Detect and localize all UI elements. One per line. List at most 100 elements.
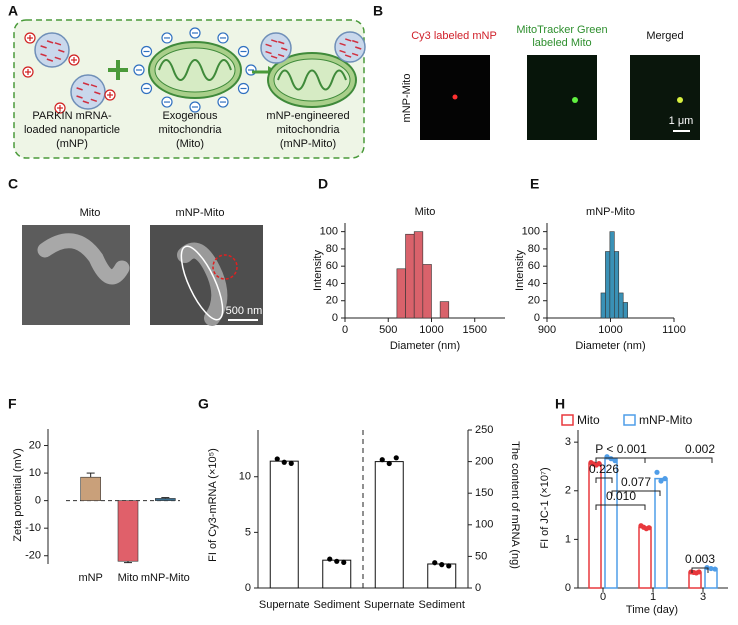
mrna <box>46 58 54 62</box>
bar <box>654 477 668 589</box>
data-point <box>327 556 333 562</box>
column-title: Mito <box>80 207 101 219</box>
histogram-bar <box>600 292 606 319</box>
panel-label: C <box>8 176 18 192</box>
mrna <box>339 42 346 47</box>
x-axis-label: Diameter (nm) <box>390 340 460 352</box>
y-tick-label: 0 <box>35 495 41 507</box>
cristae <box>158 59 232 81</box>
legend-swatch <box>561 414 574 426</box>
histogram-bar <box>618 292 624 319</box>
sig-bracket <box>644 457 713 463</box>
data-point <box>274 456 280 462</box>
mrna <box>265 43 272 48</box>
y2-axis-label: The content of mRNA (ng) <box>509 441 521 569</box>
sig-label: P < 0.001 <box>595 442 647 456</box>
histogram-bar <box>605 251 611 319</box>
y-tick-label: 250 <box>475 424 493 436</box>
mrna <box>94 91 101 95</box>
signal-dot <box>572 97 578 103</box>
sig-bracket <box>595 477 613 483</box>
legend-label: Mito <box>577 413 600 427</box>
nanoparticle <box>334 31 366 63</box>
mrna <box>344 54 352 58</box>
mrna <box>271 39 278 43</box>
x-tick-label: 1000 <box>419 324 443 336</box>
y-tick-label: 80 <box>326 243 338 255</box>
y-tick-label: -20 <box>25 550 41 562</box>
mrna <box>46 40 54 44</box>
y-tick-label: 100 <box>475 519 493 531</box>
y-tick-label: 100 <box>320 226 338 238</box>
y-tick-label: 2 <box>565 485 571 497</box>
panel-a-text: loaded nanoparticle <box>24 124 120 136</box>
y-tick-label: 1 <box>565 533 571 545</box>
nanoparticle <box>70 74 106 110</box>
mrna <box>351 39 359 44</box>
y-tick-label: 20 <box>326 295 338 307</box>
mrna <box>339 49 346 54</box>
sem-mito <box>37 233 130 285</box>
x-tick-label: 500 <box>379 324 397 336</box>
data-point <box>334 558 340 564</box>
y-tick-label: 10 <box>29 467 41 479</box>
y-tick-label: 0 <box>475 582 481 594</box>
sem-outline <box>180 245 224 321</box>
panel-a-text: mitochondria <box>159 124 223 136</box>
nanoparticle <box>260 32 292 64</box>
row-label: mNP-Mito <box>401 74 413 123</box>
bar <box>269 460 299 589</box>
legend-label: mNP-Mito <box>639 413 693 427</box>
sig-bracket <box>611 490 661 496</box>
column-title: MitoTracker Green <box>516 24 607 36</box>
sig-label: 0.010 <box>606 489 636 503</box>
histogram-bar <box>622 302 628 319</box>
chart-title: Mito <box>415 206 436 218</box>
panel-a-text: mNP-engineered <box>266 110 349 122</box>
panel-label: H <box>555 396 565 412</box>
mrna <box>58 49 65 53</box>
y-tick-label: 40 <box>326 277 338 289</box>
mrna <box>82 100 90 104</box>
data-point <box>596 460 602 467</box>
x-tick-label: 0 <box>600 591 606 603</box>
sem-np-mark <box>212 254 238 280</box>
data-point <box>662 476 668 482</box>
panel-a-text: Exogenous <box>162 110 218 122</box>
histogram-bar <box>614 251 620 319</box>
data-point <box>393 455 399 461</box>
panel-label: F <box>8 396 17 412</box>
bar <box>117 500 139 562</box>
mrna <box>345 38 352 42</box>
column-title: labeled Mito <box>532 37 591 49</box>
y-tick-label: 150 <box>475 487 493 499</box>
y-axis-label: Zeta potential (mV) <box>12 448 24 542</box>
mrna <box>40 53 47 57</box>
panel-label: A <box>8 3 18 19</box>
signal-dot <box>677 97 683 103</box>
x-tick-label: Supernate <box>259 599 310 611</box>
x-tick-label: mNP-Mito <box>141 572 190 584</box>
mrna <box>76 95 83 99</box>
mrna <box>270 55 278 59</box>
x-tick-label: Mito <box>118 572 139 584</box>
column-title: mNP-Mito <box>176 207 225 219</box>
scale-label: 1 μm <box>669 115 694 127</box>
sig-label: 0.226 <box>589 462 619 476</box>
mrna <box>82 82 90 86</box>
data-point <box>439 562 445 568</box>
y-tick-label: 50 <box>475 550 487 562</box>
data-point <box>341 559 347 566</box>
x-tick-label: Sediment <box>419 599 465 611</box>
y-tick-label: 80 <box>528 243 540 255</box>
sig-label: 0.003 <box>685 552 715 566</box>
bar <box>374 461 404 589</box>
bar <box>427 563 457 589</box>
mrna <box>355 46 362 50</box>
data-point <box>608 456 614 462</box>
cristae <box>277 69 347 91</box>
y-tick-label: 200 <box>475 456 493 468</box>
panel-label: B <box>373 3 383 19</box>
panel-a-text: (mNP) <box>56 138 88 150</box>
